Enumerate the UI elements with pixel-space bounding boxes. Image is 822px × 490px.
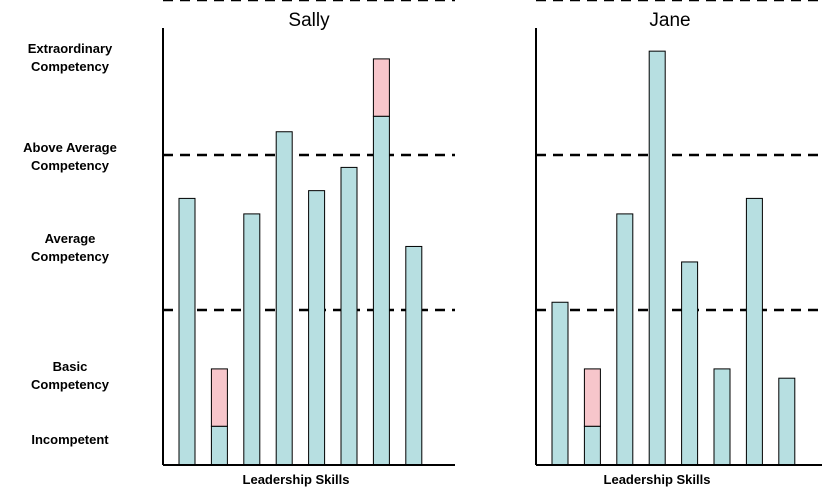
skill-bar	[648, 50, 666, 466]
skill-bar	[340, 166, 358, 466]
skill-bar	[405, 245, 423, 466]
competency-label: Incompetent	[31, 432, 109, 447]
gap-segment	[583, 368, 601, 427]
x-axis-label: Leadership Skills	[604, 472, 711, 487]
skill-bar	[616, 213, 634, 466]
skill-bar	[778, 377, 796, 466]
skill-bar	[243, 213, 261, 466]
x-axis-label: Leadership Skills	[243, 472, 350, 487]
chart-panels: Sally Leadership Skills Jane Leadership Ski…	[162, 0, 822, 487]
gap-segment	[210, 368, 228, 427]
skill-bar	[178, 197, 196, 466]
panel-sally: Sally Leadership Skills	[162, 0, 455, 487]
skill-bar	[551, 301, 569, 466]
skill-bar	[745, 197, 763, 466]
competency-level-labels: Extraordinary Competency Above Average Comp…	[23, 41, 117, 447]
competency-label: Above Average Competency	[23, 140, 117, 173]
competency-label: Basic Competency	[31, 359, 110, 392]
panel-title: Sally	[288, 10, 330, 31]
skill-bar	[713, 368, 731, 466]
gap-segment	[372, 58, 390, 117]
panel-title: Jane	[649, 10, 690, 31]
skill-bar	[210, 425, 228, 466]
skill-bar	[681, 261, 699, 466]
competency-label: Average Competency	[31, 231, 110, 264]
competency-label: Extraordinary Competency	[28, 41, 113, 74]
panel-jane: Jane Leadership Skills	[535, 0, 822, 487]
skill-bar	[372, 115, 390, 466]
skill-bar	[275, 131, 293, 466]
skill-bar	[583, 425, 601, 466]
skill-bar	[308, 190, 326, 466]
